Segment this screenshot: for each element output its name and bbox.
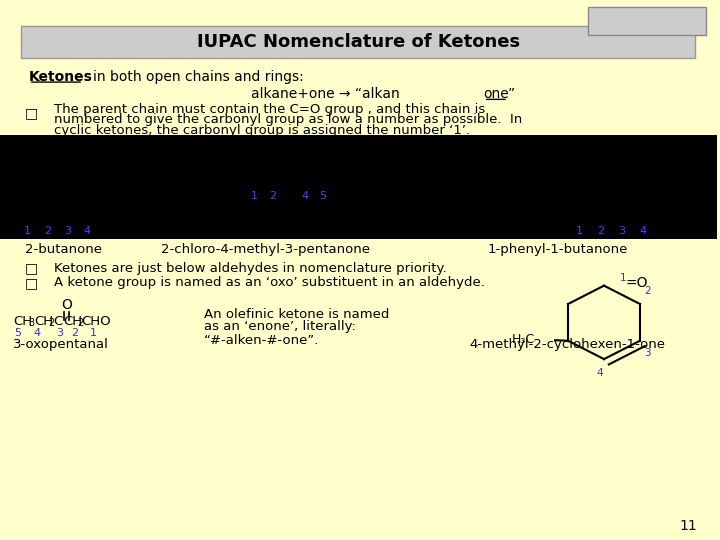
Text: ◄: ◄ [626,16,633,26]
Text: 2: 2 [71,328,78,338]
Text: C: C [54,315,63,328]
Text: The parent chain must contain the C=O group , and this chain is: The parent chain must contain the C=O gr… [54,103,485,116]
Text: Ketones: Ketones [29,70,93,84]
Text: ►►: ►► [676,16,691,26]
Text: 2: 2 [597,226,604,235]
Text: 2: 2 [644,286,650,296]
Text: □: □ [25,276,38,290]
Text: IUPAC Nomenclature of Ketones: IUPAC Nomenclature of Ketones [197,33,520,51]
Text: O: O [61,298,72,312]
Text: alkane+one → “alkan: alkane+one → “alkan [251,87,400,101]
Text: 2: 2 [49,319,55,328]
Text: 4-methyl-2-cyclohexen-1-one: 4-methyl-2-cyclohexen-1-one [469,338,665,351]
FancyBboxPatch shape [588,7,706,35]
Text: □: □ [25,106,38,120]
Text: CH: CH [35,315,53,328]
Text: 2: 2 [44,226,51,235]
Text: 2-chloro-4-methyl-3-pentanone: 2-chloro-4-methyl-3-pentanone [161,243,370,256]
FancyBboxPatch shape [22,26,695,58]
Text: 5: 5 [14,328,22,338]
Text: 1: 1 [619,273,626,283]
Text: 2-butanone: 2-butanone [25,243,102,256]
Text: H₃C: H₃C [512,333,535,346]
Text: 1-phenyl-1-butanone: 1-phenyl-1-butanone [487,243,628,256]
Text: 4: 4 [640,226,647,235]
Text: 1: 1 [575,226,582,235]
Text: 1: 1 [90,328,96,338]
Text: ◄◄: ◄◄ [595,16,609,26]
Text: CH: CH [63,315,82,328]
Text: as an ‘enone’, literally:: as an ‘enone’, literally: [204,320,356,333]
Text: numbered to give the carbonyl group as low a number as possible.  In: numbered to give the carbonyl group as l… [54,113,522,126]
Text: 3: 3 [56,328,63,338]
Text: □: □ [25,261,38,275]
Text: 3: 3 [64,226,71,235]
Text: 11: 11 [679,519,697,534]
Text: “#-alken-#-one”.: “#-alken-#-one”. [204,334,320,347]
Text: cyclic ketones, the carbonyl group is assigned the number ‘1’.: cyclic ketones, the carbonyl group is as… [54,124,470,137]
Text: 4: 4 [84,226,91,235]
Text: An olefinic ketone is named: An olefinic ketone is named [204,308,390,321]
Text: 1: 1 [24,226,31,235]
Text: 4: 4 [596,368,603,378]
Text: Ketones are just below aldehydes in nomenclature priority.: Ketones are just below aldehydes in nome… [54,262,446,275]
Text: 3: 3 [29,319,35,328]
Text: 2: 2 [269,191,276,201]
Text: 4: 4 [34,328,41,338]
Text: : in both open chains and rings:: : in both open chains and rings: [84,70,304,84]
Text: 2: 2 [77,319,84,328]
Text: 3: 3 [618,226,626,235]
Text: A ketone group is named as an ‘oxo’ substituent in an aldehyde.: A ketone group is named as an ‘oxo’ subs… [54,276,485,289]
Text: 1: 1 [251,191,258,201]
Text: CH: CH [13,315,32,328]
Text: 5: 5 [319,191,326,201]
Bar [0,135,716,239]
Text: =O: =O [626,276,648,290]
Text: ”: ” [508,87,515,101]
Text: one: one [484,87,509,101]
Text: ►: ► [652,16,660,26]
Text: 3-oxopentanal: 3-oxopentanal [13,338,109,351]
Text: CHO: CHO [81,315,111,328]
Text: 4: 4 [301,191,308,201]
Text: 3: 3 [644,348,650,357]
